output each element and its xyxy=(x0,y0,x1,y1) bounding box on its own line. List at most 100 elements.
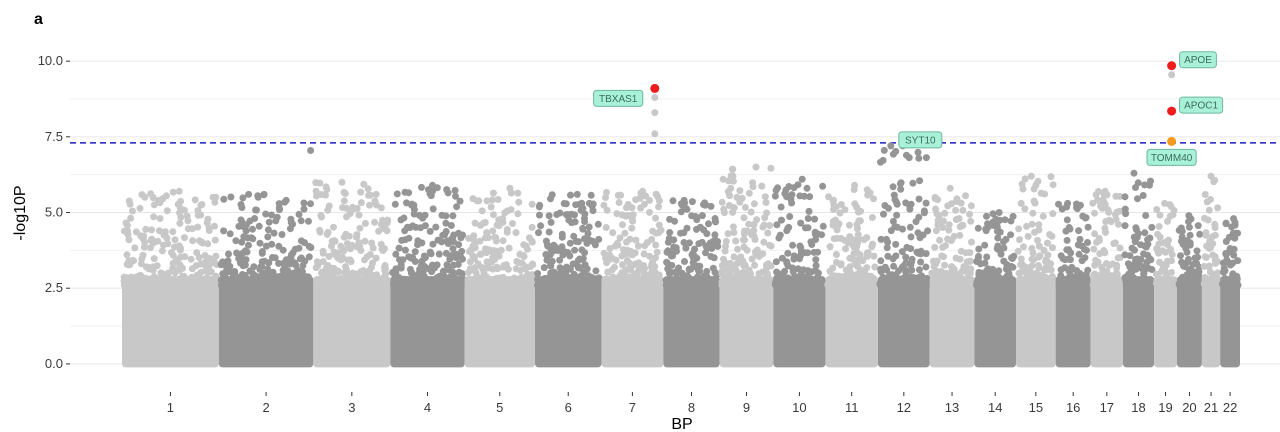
snp-point xyxy=(852,272,860,280)
snp-point xyxy=(444,189,452,197)
snp-point xyxy=(1156,211,1164,219)
snp-point xyxy=(368,239,376,247)
snp-point xyxy=(548,281,556,289)
snp-point xyxy=(1028,262,1036,270)
snp-point xyxy=(863,252,871,260)
snp-point xyxy=(223,278,231,286)
snp-point xyxy=(485,234,492,242)
snp-point xyxy=(753,216,761,224)
snp-point xyxy=(1028,220,1036,228)
snp-point xyxy=(691,213,699,220)
snp-point xyxy=(375,227,383,235)
snp-point xyxy=(1007,217,1015,225)
snp-point xyxy=(797,244,805,252)
snp-point xyxy=(307,200,314,208)
snp-point xyxy=(898,248,906,256)
snp-point xyxy=(1031,228,1038,236)
snp-point xyxy=(157,269,165,277)
snp-point xyxy=(1027,172,1035,180)
snp-point xyxy=(936,236,944,244)
x-tick-label: 3 xyxy=(348,400,355,415)
x-tick-label: 17 xyxy=(1100,400,1114,415)
snp-point xyxy=(870,274,878,282)
snp-point xyxy=(275,259,283,267)
snp-point xyxy=(337,274,345,282)
snp-point xyxy=(318,213,325,221)
snp-point xyxy=(818,281,826,289)
snp-point xyxy=(199,239,207,247)
snp-point xyxy=(959,206,967,214)
chromosome-7-dense-band xyxy=(601,276,664,368)
highlighted-snps: TBXAS1 SYT10 APOE APOC1 TOMM40 xyxy=(307,51,1224,166)
snp-point xyxy=(405,234,413,242)
snp-point xyxy=(456,278,464,285)
snp-point xyxy=(908,258,915,266)
snp-point xyxy=(871,263,879,271)
snp-point xyxy=(592,267,600,275)
snp-point xyxy=(581,218,589,225)
snp-point xyxy=(774,184,782,192)
snp-point xyxy=(860,236,868,244)
snp-point xyxy=(297,217,305,225)
snp-point xyxy=(907,200,915,208)
snp-point xyxy=(909,179,917,187)
snp-point xyxy=(488,279,496,287)
snp-point xyxy=(159,241,167,249)
snp-point xyxy=(963,281,971,289)
snp-point xyxy=(646,208,653,216)
snp-point xyxy=(579,281,587,289)
snp-point xyxy=(1130,233,1138,241)
snp-point xyxy=(558,230,566,238)
snp-point xyxy=(502,279,510,286)
snp-point xyxy=(490,247,498,254)
snp-point xyxy=(922,199,930,207)
snp-point xyxy=(411,281,419,289)
snp-point xyxy=(983,253,991,261)
snp-point xyxy=(451,251,459,259)
snp-point xyxy=(471,264,479,272)
snp-point xyxy=(907,233,915,241)
snp-point xyxy=(361,256,368,264)
snp-point xyxy=(275,200,283,208)
snp-point xyxy=(1035,221,1043,229)
snp-point xyxy=(305,242,313,250)
snp-point xyxy=(673,270,681,278)
snp-point xyxy=(819,182,827,190)
snp-point xyxy=(420,273,428,280)
snp-point xyxy=(550,241,558,249)
snp-point xyxy=(666,269,673,277)
snp-point xyxy=(966,269,974,277)
snp-point xyxy=(739,236,747,244)
snp-point xyxy=(773,269,781,277)
snp-point xyxy=(585,223,593,231)
snp-point xyxy=(655,203,662,211)
snp-point xyxy=(340,188,348,196)
x-axis-title: BP xyxy=(671,416,692,432)
snp-point xyxy=(780,281,788,289)
snp-point xyxy=(1015,280,1023,288)
snp-point xyxy=(1169,211,1177,219)
snp-point xyxy=(177,244,184,252)
snp-point xyxy=(762,199,770,206)
chromosome-8-dense-band xyxy=(663,276,720,368)
snp-point xyxy=(1068,265,1076,273)
snp-point xyxy=(1075,250,1083,258)
snp-point xyxy=(1184,275,1192,282)
snp-point xyxy=(766,222,774,229)
snp-point xyxy=(1006,281,1014,289)
snp-point xyxy=(781,267,789,275)
snp-point xyxy=(442,228,450,235)
snp-point xyxy=(729,208,737,216)
snp-point-highlight xyxy=(651,109,659,117)
snp-point xyxy=(1102,228,1109,236)
snp-point xyxy=(679,281,687,289)
snp-point xyxy=(346,210,354,217)
snp-point xyxy=(1046,231,1054,238)
chromosome-11-points xyxy=(824,181,879,368)
snp-point xyxy=(325,252,333,260)
snp-point xyxy=(567,275,575,283)
snp-point xyxy=(963,258,971,266)
snp-point xyxy=(1230,215,1238,223)
snp-point xyxy=(160,231,168,239)
snp-point xyxy=(547,218,555,226)
